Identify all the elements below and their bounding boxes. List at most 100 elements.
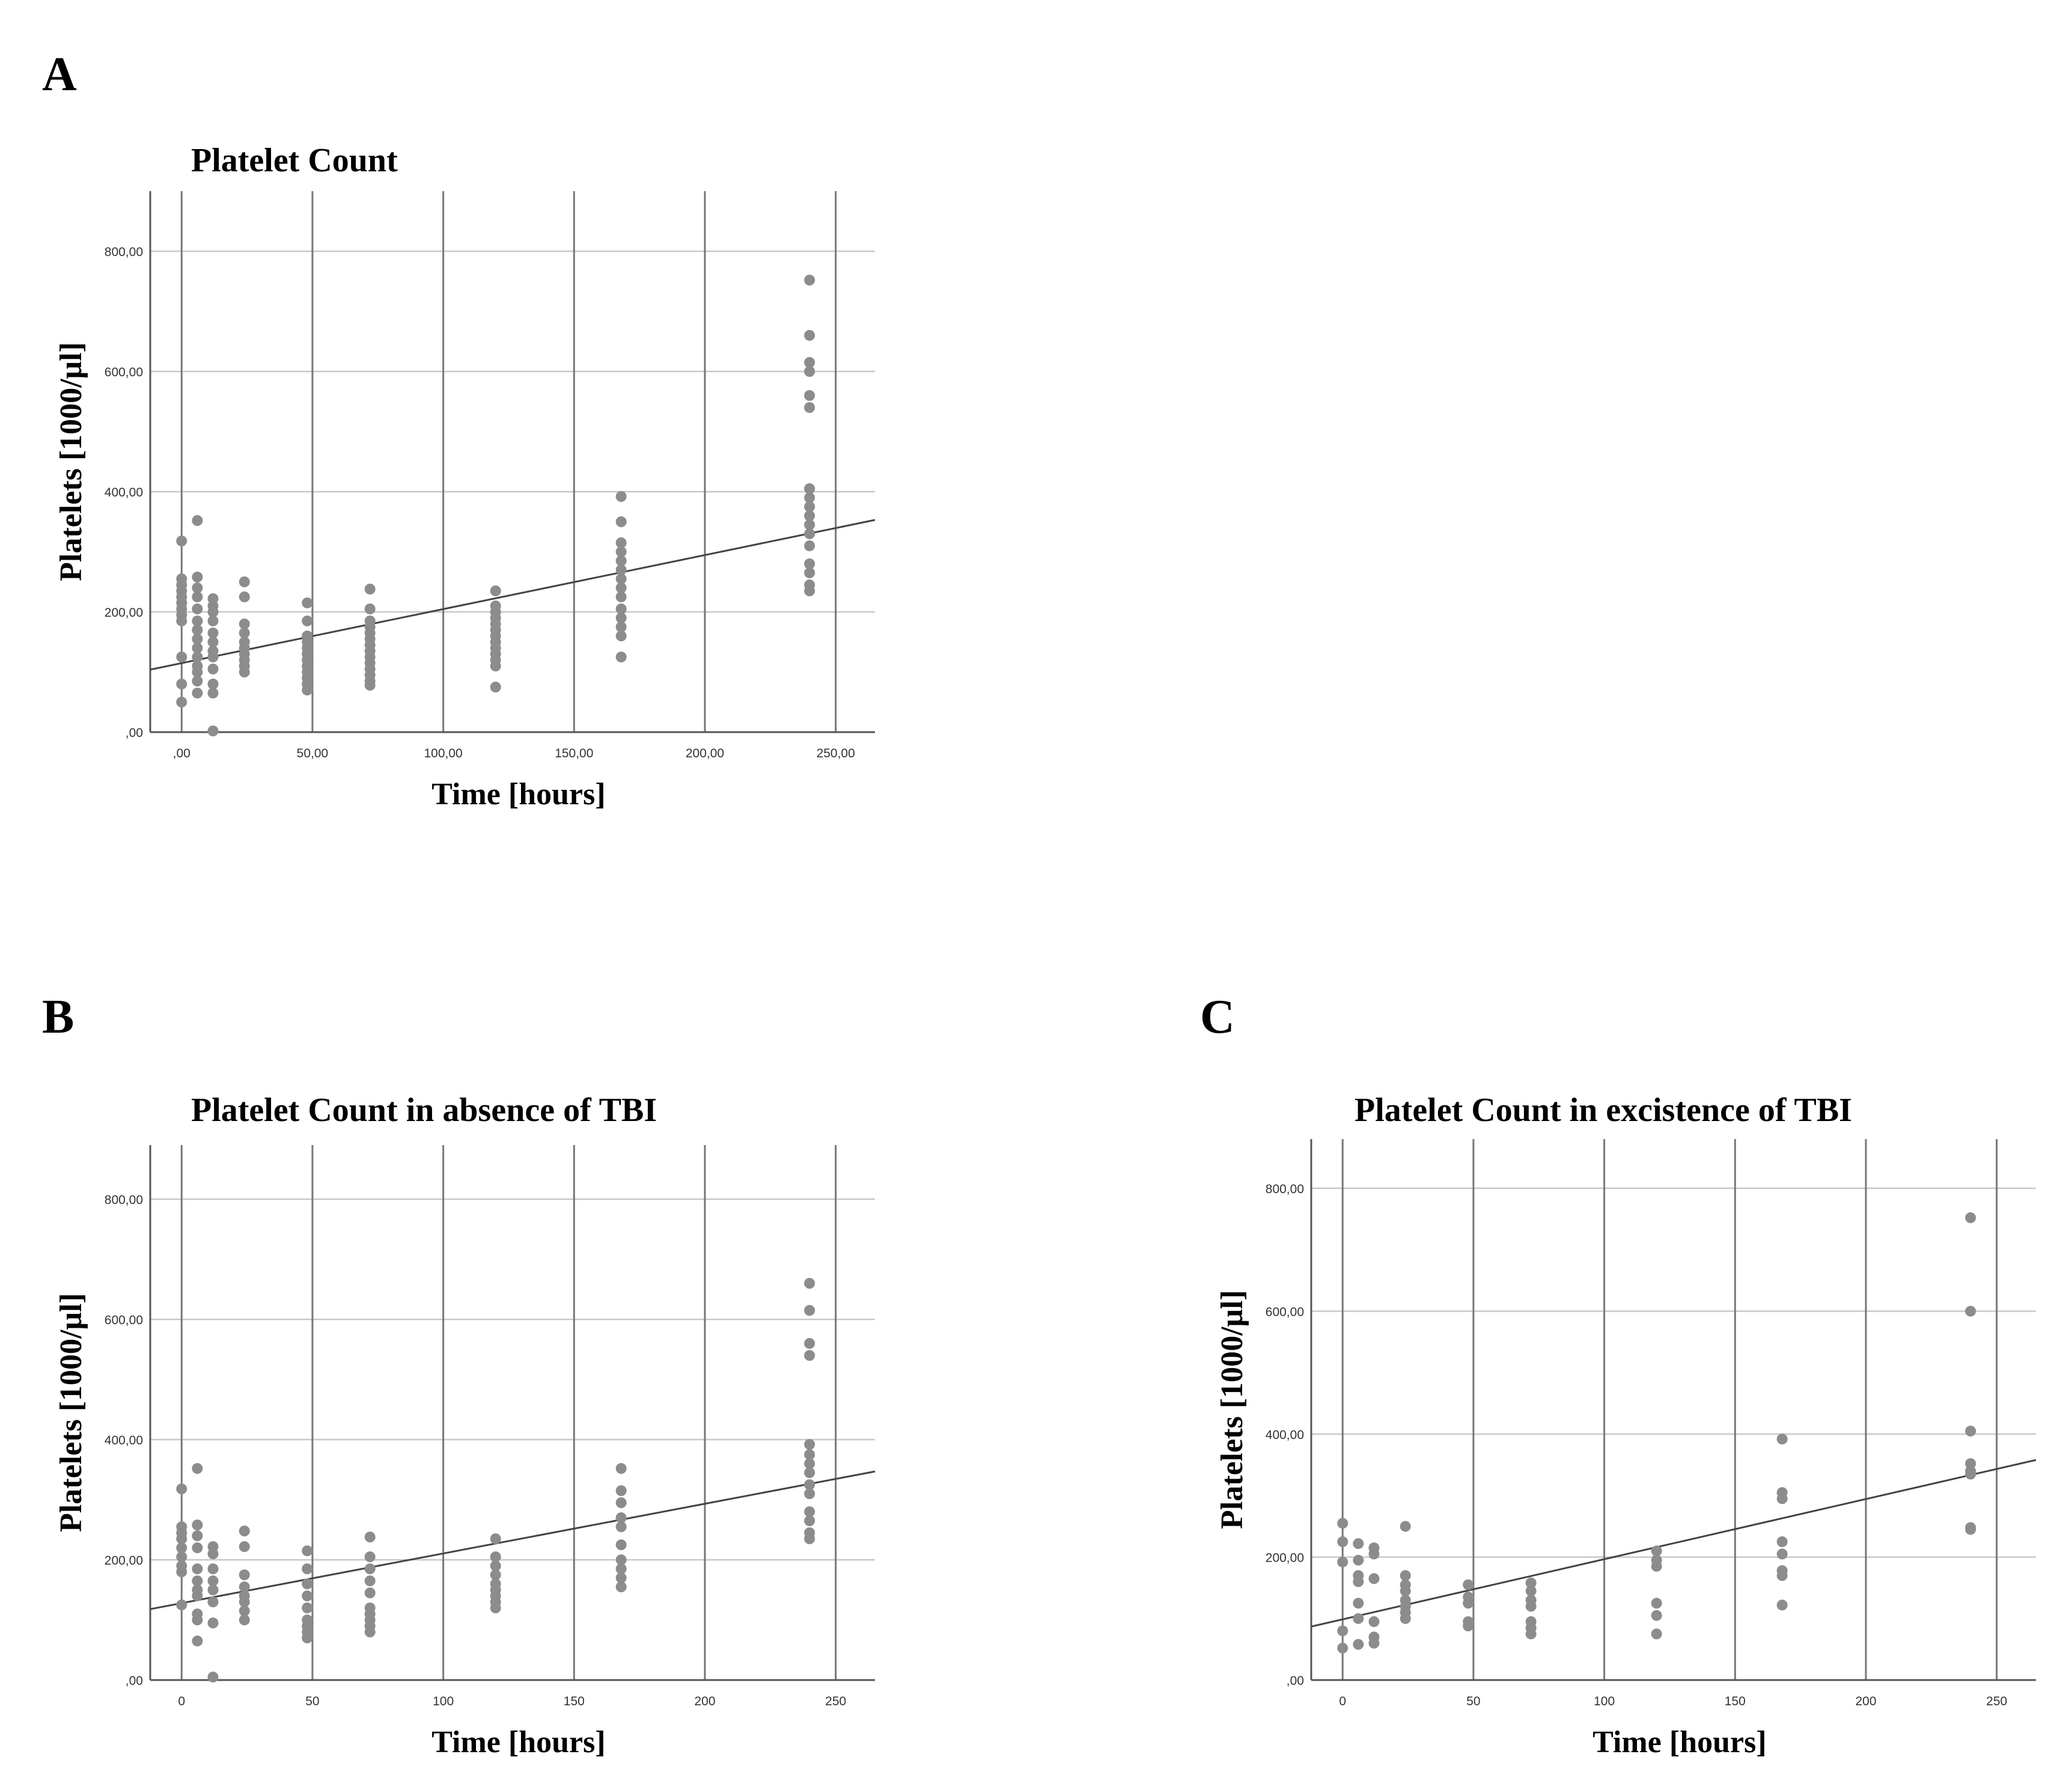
y-tick-label: 600,00 [1266,1305,1304,1319]
data-point [490,1551,501,1562]
x-tick-label: 200,00 [686,747,724,760]
x-tick-label: 0 [178,1694,185,1708]
data-point [192,625,203,635]
data-point [804,357,815,368]
data-point [1651,1598,1662,1609]
data-point [1400,1521,1411,1532]
data-point [239,576,250,587]
data-point [804,483,815,494]
data-point [804,1439,815,1450]
data-point [364,1532,376,1542]
y-tick-label: 800,00 [105,1193,143,1207]
data-point [176,1566,187,1577]
data-point [615,491,627,502]
data-point [615,1512,627,1523]
data-point [1337,1518,1348,1529]
data-point [615,1539,627,1550]
data-point [1651,1628,1662,1640]
x-tick-label: 50 [1466,1694,1480,1708]
data-point [615,516,627,527]
x-tick-label: 0 [1339,1694,1346,1708]
data-point [615,573,627,584]
data-point [490,661,501,671]
data-point [207,628,219,638]
data-point [615,564,627,575]
data-point [615,1463,627,1474]
data-point [302,1590,313,1601]
data-point [207,1618,219,1628]
data-point [192,643,203,653]
x-tick-label: ,00 [173,747,190,760]
y-tick-label: 400,00 [1266,1428,1304,1442]
y-tick-label: 600,00 [105,365,143,379]
data-point [1965,1468,1976,1480]
chart-b: ,00 200,00 400,00 600,00 800,00 0 50 100 150 200 2… [54,1092,876,1759]
data-point [192,634,203,644]
data-point [1337,1625,1348,1637]
data-point [192,1542,203,1553]
data-point [207,726,219,736]
data-point [490,1603,501,1613]
data-point [804,540,815,551]
data-point [239,628,250,638]
data-point [176,1599,187,1610]
data-point [615,1554,627,1565]
x-tick-label: 250 [1986,1694,2007,1708]
data-point [1525,1585,1537,1596]
data-point [490,682,501,692]
data-point [192,1636,203,1646]
data-point [192,1615,203,1625]
x-tick-label: 200 [1855,1694,1876,1708]
data-point [192,1575,203,1586]
data-point [615,1521,627,1532]
data-point [804,1350,815,1361]
data-point [364,1563,376,1574]
data-point [490,1569,501,1580]
x-tick-label: 200 [694,1694,715,1708]
data-point [364,603,376,614]
y-tick-label: 800,00 [105,245,143,259]
data-point [1368,1573,1380,1584]
data-point [192,688,203,698]
data-point [207,1596,219,1607]
data-point [1525,1601,1537,1612]
data-point [302,616,313,626]
data-point [192,515,203,526]
panel-letter-c: C [1200,991,1235,1043]
data-point [1463,1579,1474,1590]
data-point [615,1485,627,1496]
data-point [1776,1570,1788,1581]
data-point [1525,1628,1537,1640]
data-point [615,622,627,632]
data-point [804,1515,815,1526]
chart-c: ,00 200,00 400,00 600,00 800,00 0 50 100 150 200 2… [1215,1092,2037,1759]
data-point [1776,1599,1788,1611]
data-point [1463,1598,1474,1609]
data-point [1651,1610,1662,1621]
data-point [192,572,203,582]
data-point [615,1581,627,1592]
data-point [207,1672,219,1682]
data-point [1368,1548,1380,1560]
data-point [192,652,203,662]
data-point [1353,1554,1364,1566]
data-point [804,1506,815,1517]
chart-title: Platelet Count [191,142,398,179]
data-point [192,1590,203,1601]
data-point [804,510,815,521]
data-point [364,1627,376,1637]
data-point [615,1572,627,1583]
y-tick-label: 200,00 [105,606,143,620]
data-point [239,1596,250,1607]
data-point [364,680,376,691]
data-point [615,582,627,593]
regression-line [150,1470,876,1610]
data-point [1463,1621,1474,1631]
y-tick-label: ,00 [126,726,143,740]
x-tick-label: 50 [305,1694,319,1708]
data-point [302,1603,313,1613]
data-point [239,1526,250,1536]
data-point [176,697,187,707]
panel-letter-b: B [42,991,74,1043]
x-axis-label: Time [hours] [431,777,605,811]
